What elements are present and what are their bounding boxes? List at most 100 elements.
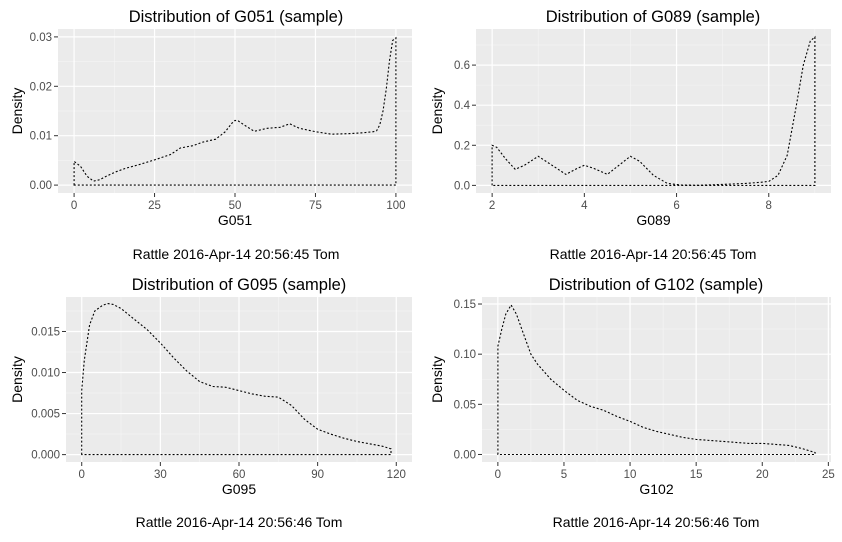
- panel-2: 2 4 6 8 0.0 0.2 0.4 0.6 Distribution of G089 (sa…: [429, 8, 831, 262]
- density-point: [577, 168, 578, 169]
- density-point: [787, 155, 788, 156]
- density-point: [147, 329, 148, 330]
- x-tick-label: 50: [229, 200, 242, 212]
- x-tick-label: 5: [561, 469, 567, 481]
- density-point: [186, 370, 187, 371]
- density-point: [343, 438, 344, 439]
- y-tick-label: 0.010: [31, 368, 60, 380]
- plot-caption: Rattle 2016-Apr-14 20:56:46 Tom: [553, 514, 760, 530]
- density-point: [373, 131, 374, 132]
- density-point: [173, 357, 174, 358]
- density-point: [682, 437, 683, 438]
- x-tick-label: 0: [71, 200, 77, 212]
- plot-title: Distribution of G102 (sample): [549, 276, 764, 294]
- density-point: [524, 336, 525, 337]
- y-tick-label: 0.10: [454, 349, 476, 361]
- density-point: [607, 174, 608, 175]
- density-point: [252, 393, 253, 394]
- x-tick-label: 2: [489, 200, 495, 212]
- y-tick-label: 0.005: [31, 409, 60, 421]
- density-point: [759, 182, 760, 183]
- density-point: [515, 169, 516, 170]
- density-point: [265, 396, 266, 397]
- density-point: [238, 120, 239, 121]
- density-point: [356, 441, 357, 442]
- x-tick-label: 8: [766, 200, 772, 212]
- density-point: [80, 166, 81, 167]
- x-axis-label: G102: [639, 481, 673, 497]
- density-point: [363, 132, 364, 133]
- x-tick-label: 4: [581, 200, 588, 212]
- density-point: [154, 159, 155, 160]
- density-point: [376, 130, 377, 131]
- density-point: [317, 429, 318, 430]
- density-point: [81, 390, 82, 391]
- density-point: [160, 342, 161, 343]
- density-point: [788, 445, 789, 446]
- density-point: [762, 443, 763, 444]
- density-point: [94, 310, 95, 311]
- density-point: [593, 168, 594, 169]
- x-tick-label: 30: [154, 469, 167, 481]
- density-point: [722, 441, 723, 442]
- density-point: [193, 145, 194, 146]
- x-tick-label: 120: [387, 469, 406, 481]
- plot-caption: Rattle 2016-Apr-14 20:56:45 Tom: [550, 246, 757, 262]
- density-point: [618, 165, 619, 166]
- panel-4: 0 5 10 15 20 25 0.00 0.05 0.10 0.15 Distribution o…: [429, 276, 835, 530]
- x-axis-label: G095: [222, 481, 256, 497]
- density-point: [225, 131, 226, 132]
- density-point: [552, 165, 553, 166]
- y-tick-label: 0.015: [31, 326, 60, 338]
- density-point: [234, 120, 235, 121]
- density-point: [392, 40, 393, 41]
- density-point: [315, 131, 316, 132]
- density-point: [696, 439, 697, 440]
- density-point: [89, 324, 90, 325]
- density-point: [291, 405, 292, 406]
- density-point: [386, 88, 387, 89]
- x-tick-label: 6: [673, 200, 679, 212]
- density-point: [748, 443, 749, 444]
- density-point: [653, 175, 654, 176]
- density-point: [212, 386, 213, 387]
- density-point: [603, 410, 604, 411]
- density-point: [244, 125, 245, 126]
- density-point: [524, 165, 525, 166]
- density-point: [496, 147, 497, 148]
- density-curve: [81, 303, 392, 456]
- panel-background: [476, 29, 831, 193]
- y-tick-label: 0.00: [454, 449, 476, 461]
- density-point: [113, 304, 114, 305]
- density-point: [180, 147, 181, 148]
- density-point: [667, 183, 668, 184]
- density-point: [299, 128, 300, 129]
- density-point: [565, 174, 566, 175]
- density-point: [537, 364, 538, 365]
- density-point: [225, 387, 226, 388]
- x-axis-label: G051: [218, 212, 252, 228]
- density-point: [382, 110, 383, 111]
- density-point: [563, 390, 564, 391]
- y-tick-label: 0.6: [454, 60, 470, 72]
- density-point: [501, 329, 502, 330]
- density-point: [516, 314, 517, 315]
- panel-3: 0 30 60 90 120 0.000 0.005 0.010 0.015 Distributi…: [9, 276, 412, 530]
- y-axis-label: Density: [429, 88, 445, 135]
- y-tick-label: 0.0: [454, 180, 470, 192]
- density-point: [331, 134, 332, 135]
- plot-caption: Rattle 2016-Apr-14 20:56:45 Tom: [133, 246, 340, 262]
- density-point: [814, 36, 815, 37]
- density-point: [254, 131, 255, 132]
- density-point: [505, 314, 506, 315]
- density-point: [801, 448, 802, 449]
- density-point: [125, 168, 126, 169]
- density-point: [202, 142, 203, 143]
- y-tick-label: 0.00: [30, 180, 52, 192]
- density-point: [616, 416, 617, 417]
- x-tick-label: 25: [822, 469, 835, 481]
- density-point: [84, 360, 85, 361]
- y-axis-label: Density: [9, 88, 25, 135]
